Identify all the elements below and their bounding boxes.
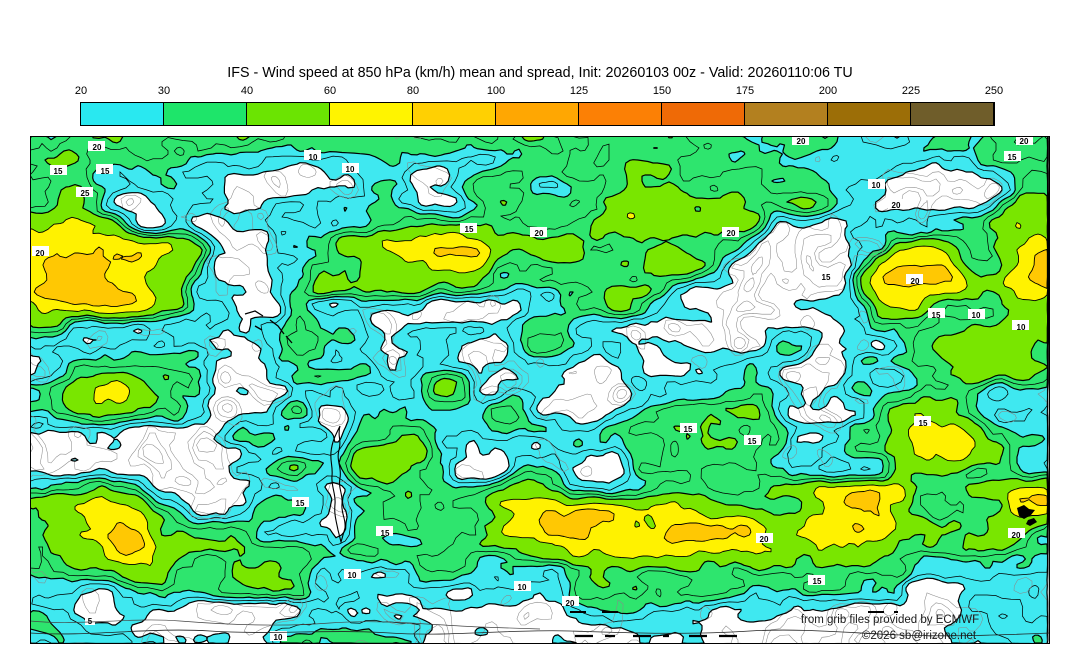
svg-text:20: 20 — [1012, 531, 1021, 540]
svg-text:10: 10 — [348, 571, 357, 580]
svg-text:20: 20 — [535, 229, 544, 238]
svg-text:20: 20 — [892, 201, 901, 210]
svg-text:15: 15 — [465, 225, 474, 234]
svg-text:20: 20 — [36, 249, 45, 258]
svg-text:20: 20 — [727, 229, 736, 238]
svg-text:©2026 sb@irizone.net: ©2026 sb@irizone.net — [862, 630, 977, 642]
svg-text:20: 20 — [911, 277, 920, 286]
svg-text:10: 10 — [274, 633, 283, 642]
svg-text:15: 15 — [54, 167, 63, 176]
svg-text:10: 10 — [872, 181, 881, 190]
svg-text:15: 15 — [932, 311, 941, 320]
svg-text:20: 20 — [1020, 137, 1029, 146]
svg-text:15: 15 — [684, 425, 693, 434]
svg-text:10: 10 — [346, 165, 355, 174]
svg-text:20: 20 — [797, 137, 806, 146]
svg-text:15: 15 — [381, 529, 390, 538]
svg-text:from grib files provided by EC: from grib files provided by ECMWF — [801, 614, 979, 626]
svg-text:20: 20 — [93, 143, 102, 152]
svg-text:10: 10 — [1017, 323, 1026, 332]
svg-text:15: 15 — [101, 167, 110, 176]
svg-text:15: 15 — [1008, 153, 1017, 162]
svg-text:20: 20 — [760, 535, 769, 544]
svg-text:25: 25 — [81, 189, 90, 198]
svg-text:10: 10 — [309, 153, 318, 162]
svg-text:10: 10 — [972, 311, 981, 320]
svg-text:15: 15 — [748, 437, 757, 446]
svg-text:10: 10 — [518, 583, 527, 592]
svg-text:20: 20 — [566, 599, 575, 608]
svg-text:15: 15 — [822, 273, 831, 282]
svg-text:5: 5 — [88, 617, 93, 626]
svg-text:15: 15 — [919, 419, 928, 428]
svg-text:15: 15 — [296, 499, 305, 508]
svg-text:15: 15 — [813, 577, 822, 586]
